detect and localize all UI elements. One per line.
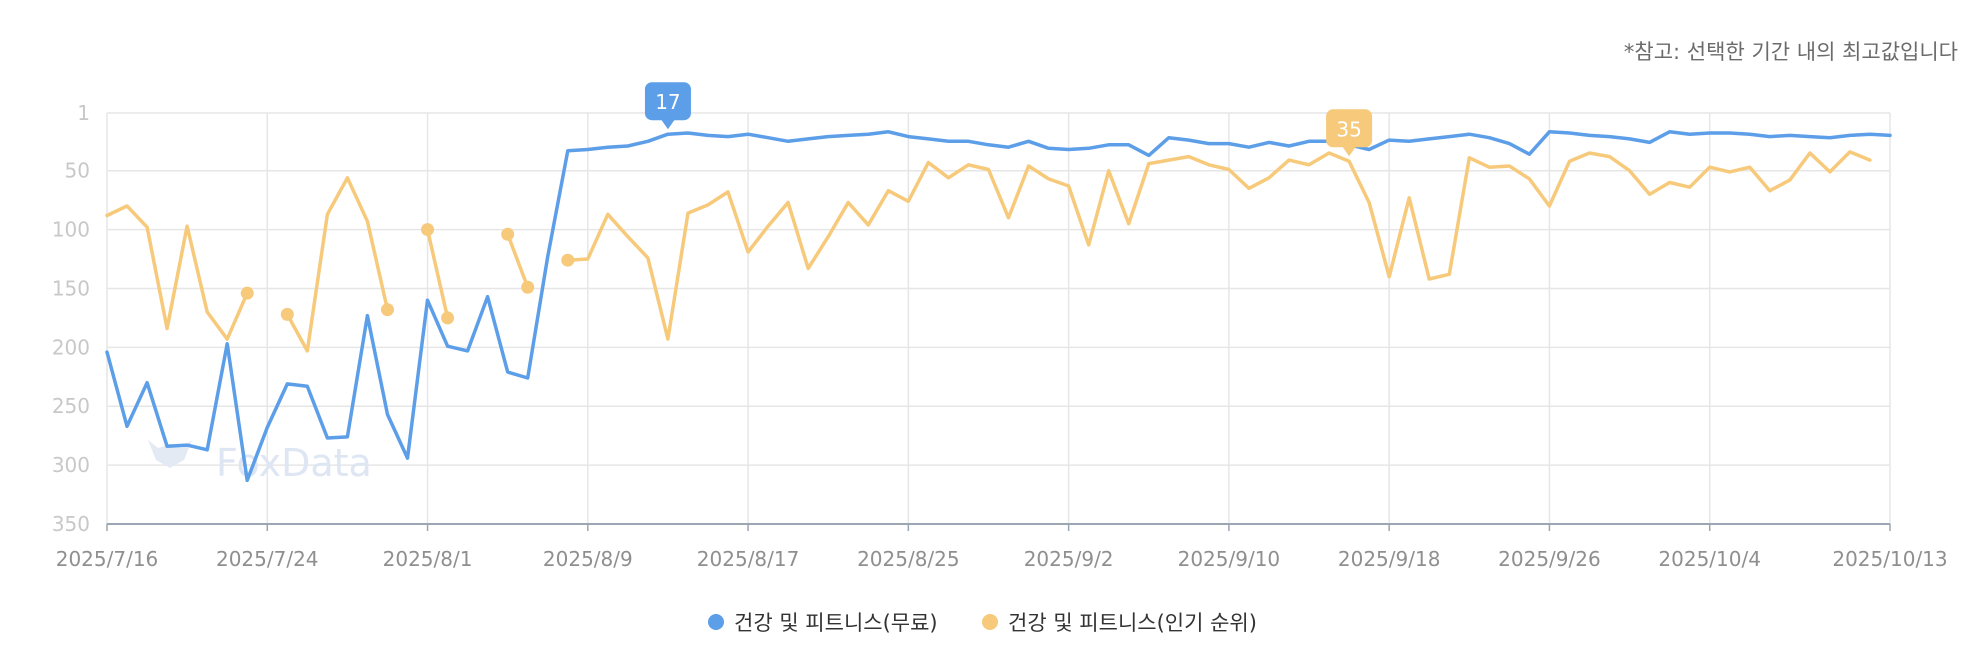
y-tick-label: 1 [77, 101, 90, 125]
legend-label-1: 건강 및 피트니스(무료) [734, 611, 938, 635]
x-tick-label: 2025/9/2 [1024, 547, 1114, 571]
peak-callout-label: 35 [1336, 117, 1361, 141]
watermark-text: FoxData [216, 441, 372, 485]
y-tick-label: 200 [52, 335, 90, 359]
legend-marker-2 [982, 614, 998, 630]
x-tick-label: 2025/7/24 [216, 547, 319, 571]
y-tick-label: 300 [52, 453, 90, 477]
series-line-2 [105, 204, 249, 341]
series-point-2 [380, 303, 394, 317]
series-line-2 [425, 227, 450, 320]
series-point-2 [521, 280, 535, 294]
x-tick-label: 2025/8/1 [383, 547, 473, 571]
series-point-2 [280, 307, 294, 321]
x-tick-label: 2025/8/17 [697, 547, 800, 571]
y-tick-label: 350 [52, 512, 90, 536]
x-tick-label: 2025/9/26 [1498, 547, 1601, 571]
x-tick-label: 2025/9/18 [1338, 547, 1441, 571]
x-tick-label: 2025/10/13 [1832, 547, 1947, 571]
peak-callout-pointer [660, 119, 675, 130]
reference-note: *참고: 선택한 기간 내의 최고값입니다 [1623, 40, 1958, 64]
y-tick-label: 250 [52, 394, 90, 418]
legend-marker-1 [708, 614, 724, 630]
peak-callout-2 [1326, 109, 1373, 148]
series-point-2 [501, 227, 515, 241]
y-tick-label: 50 [65, 159, 90, 183]
series-point-2 [421, 223, 435, 237]
x-tick-label: 2025/8/9 [543, 547, 633, 571]
series-point-2 [441, 311, 455, 325]
series-line-1 [105, 130, 1892, 483]
y-tick-label: 100 [52, 218, 90, 242]
legend-label-2: 건강 및 피트니스(인기 순위) [1008, 611, 1257, 635]
watermark-logo [148, 440, 192, 468]
peak-callout-label: 17 [655, 90, 680, 114]
x-tick-label: 2025/8/25 [857, 547, 960, 571]
x-tick-label: 2025/7/16 [56, 547, 159, 571]
series-line-2 [285, 176, 390, 353]
series-point-2 [561, 253, 575, 267]
series-point-2 [240, 286, 254, 300]
y-tick-label: 150 [52, 276, 90, 300]
x-tick-label: 2025/10/4 [1658, 547, 1761, 571]
peak-callout-1 [644, 82, 691, 121]
x-tick-label: 2025/9/10 [1178, 547, 1281, 571]
peak-callout-pointer [1342, 146, 1357, 157]
series-line-2 [505, 232, 530, 290]
fox-icon [148, 440, 192, 468]
series-line-2 [566, 150, 1872, 341]
